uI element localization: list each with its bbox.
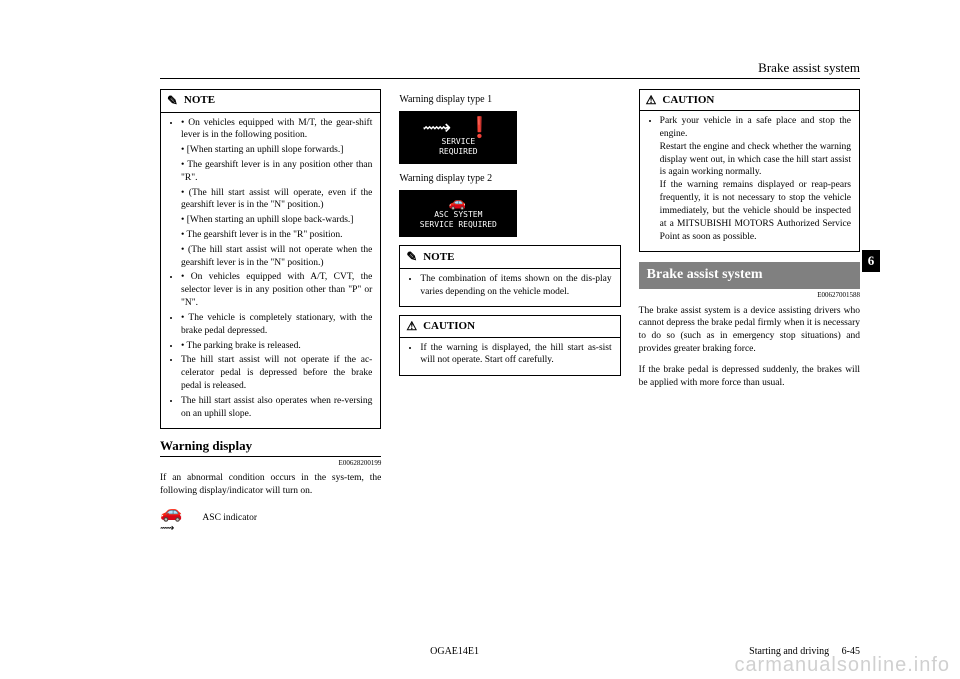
note-item: The gearshift lever is in the "R" positi… (181, 229, 372, 242)
note-box: ✎ NOTE On vehicles equipped with M/T, th… (160, 89, 381, 429)
note-item: [When starting an uphill slope forwards.… (181, 144, 372, 157)
note-box-2: ✎ NOTE The combination of items shown on… (399, 245, 620, 307)
note-item: The parking brake is released. (181, 340, 372, 353)
watermark: carmanualsonline.info (734, 654, 950, 677)
warning-img-line1: ASC SYSTEM (403, 210, 513, 221)
note-item: The vehicle is completely stationary, wi… (181, 312, 372, 338)
warning-display-heading: Warning display (160, 437, 381, 457)
note-item: (The hill start assist will not operate … (181, 244, 372, 270)
caution-title-row: ⚠ CAUTION (640, 90, 859, 111)
asc-icon: 🚗⟿ (160, 506, 182, 532)
note-main-list: The hill start assist will not operate i… (169, 354, 372, 420)
note-title: NOTE (184, 93, 215, 108)
page-header: Brake assist system (160, 60, 860, 79)
warning-code: E00628200199 (160, 459, 381, 468)
warning-image-1: ⟿ ❗ SERVICE REQUIRED (399, 111, 517, 165)
brake-assist-heading: Brake assist system (639, 262, 860, 289)
column-3: ⚠ CAUTION Park your vehicle in a safe pl… (639, 89, 860, 532)
warning-img-line1: SERVICE (403, 137, 513, 148)
note-list: The combination of items shown on the di… (408, 273, 611, 299)
warning-image-2: 🚗 ASC SYSTEM SERVICE REQUIRED (399, 190, 517, 238)
warning-img-line2: REQUIRED (403, 147, 513, 158)
column-1: ✎ NOTE On vehicles equipped with M/T, th… (160, 89, 381, 532)
asc-indicator-row: 🚗⟿ ASC indicator (160, 506, 381, 532)
header-title: Brake assist system (758, 60, 860, 75)
caution-body: Park your vehicle in a safe place and st… (640, 111, 859, 251)
warning-icon: ⟿ ❗ (403, 117, 513, 137)
page: Brake assist system ✎ NOTE On vehicles e… (0, 0, 960, 562)
warning-img-line2: SERVICE REQUIRED (403, 220, 513, 231)
caution-title: CAUTION (423, 319, 475, 334)
caution-title: CAUTION (662, 93, 714, 108)
note-item: On vehicles equipped with A/T, CVT, the … (181, 271, 372, 309)
type2-label: Warning display type 2 (399, 172, 620, 186)
footer-center: OGAE14E1 (160, 646, 749, 657)
type1-label: Warning display type 1 (399, 93, 620, 107)
caution-item: If the warning is displayed, the hill st… (420, 342, 611, 368)
note-body: The combination of items shown on the di… (400, 269, 619, 307)
caution-icon: ⚠ (406, 318, 417, 334)
caution-item: Park your vehicle in a safe place and st… (660, 115, 851, 243)
warning-icon: 🚗 (403, 196, 513, 210)
note-title-row: ✎ NOTE (400, 246, 619, 269)
note-title-row: ✎ NOTE (161, 90, 380, 113)
brake-paragraph-1: The brake assist system is a device assi… (639, 305, 860, 356)
column-2: Warning display type 1 ⟿ ❗ SERVICE REQUI… (399, 89, 620, 532)
note-icon: ✎ (167, 92, 178, 110)
caution-body: If the warning is displayed, the hill st… (400, 338, 619, 376)
note-icon: ✎ (406, 248, 417, 266)
caution-box-2: ⚠ CAUTION Park your vehicle in a safe pl… (639, 89, 860, 252)
note-body: On vehicles equipped with M/T, the gear-… (161, 113, 380, 429)
brake-paragraph-2: If the brake pedal is depressed suddenly… (639, 364, 860, 390)
caution-icon: ⚠ (646, 92, 657, 108)
content-columns: ✎ NOTE On vehicles equipped with M/T, th… (160, 89, 860, 532)
warning-body-text: If an abnormal condition occurs in the s… (160, 472, 381, 498)
chapter-tab: 6 (862, 250, 880, 272)
note-sub-list: On vehicles equipped with M/T, the gear-… (169, 117, 372, 353)
asc-label: ASC indicator (202, 512, 257, 525)
caution-list: If the warning is displayed, the hill st… (408, 342, 611, 368)
brake-code: E00627001588 (639, 291, 860, 300)
note-item: [When starting an uphill slope back-ward… (181, 214, 372, 227)
note-item: The hill start assist also operates when… (181, 395, 372, 421)
note-item: (The hill start assist will operate, eve… (181, 187, 372, 213)
note-title: NOTE (423, 250, 454, 265)
caution-title-row: ⚠ CAUTION (400, 316, 619, 337)
note-item: The hill start assist will not operate i… (181, 354, 372, 392)
caution-box: ⚠ CAUTION If the warning is displayed, t… (399, 315, 620, 376)
caution-list: Park your vehicle in a safe place and st… (648, 115, 851, 243)
note-item: The combination of items shown on the di… (420, 273, 611, 299)
note-item: The gearshift lever is in any position o… (181, 159, 372, 185)
note-item: On vehicles equipped with M/T, the gear-… (181, 117, 372, 143)
